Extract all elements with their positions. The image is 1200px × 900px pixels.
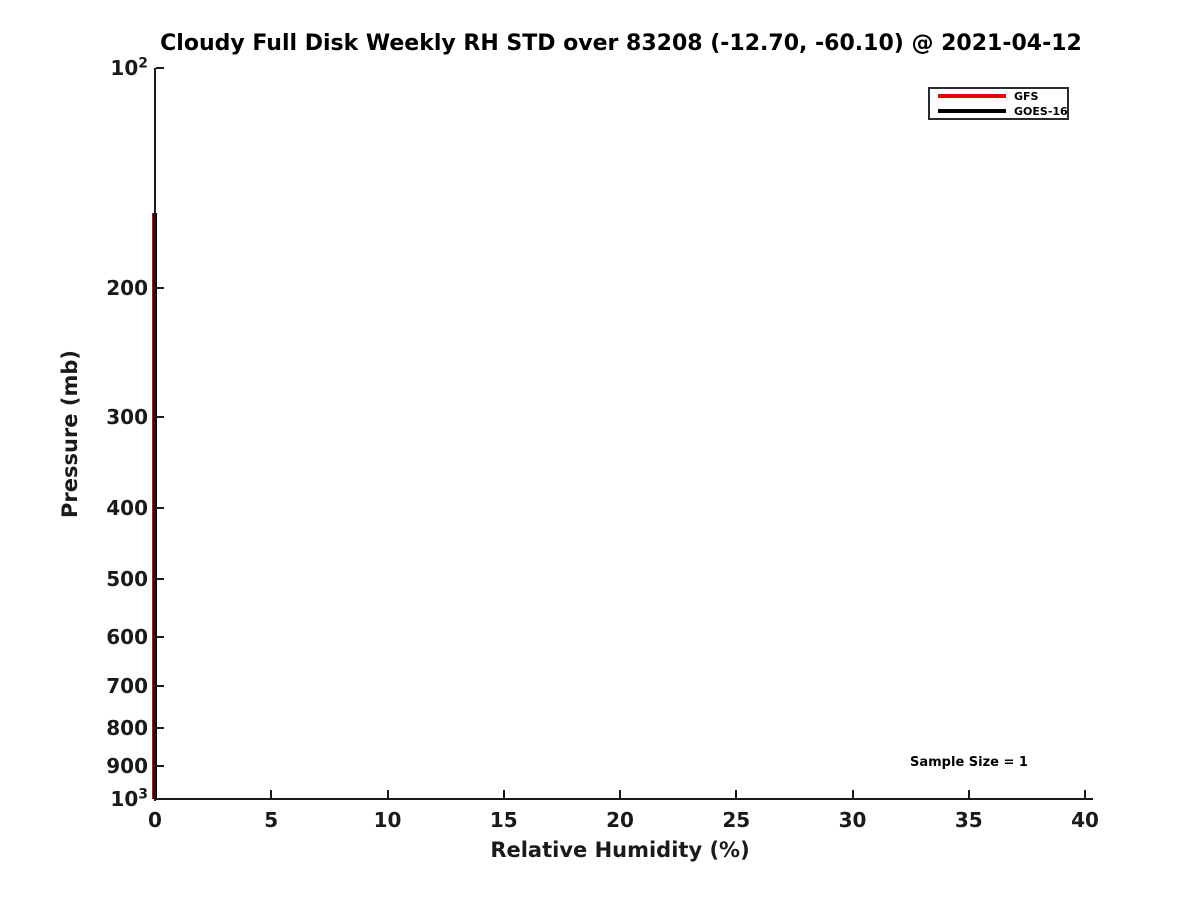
x-tick-label: 25 xyxy=(722,808,751,832)
y-tick-label: 600 xyxy=(106,624,148,649)
sample-size-annotation: Sample Size = 1 xyxy=(910,755,1028,770)
y-tick xyxy=(156,287,164,290)
x-tick-label: 10 xyxy=(373,808,402,832)
y-tick xyxy=(156,727,164,730)
x-tick xyxy=(735,790,738,798)
y-tick xyxy=(156,577,164,580)
legend-entry-goes16: GOES-16 xyxy=(938,106,1068,117)
x-tick xyxy=(502,790,505,798)
y-tick-label: 900 xyxy=(106,753,148,778)
x-axis-label: Relative Humidity (%) xyxy=(490,838,750,862)
x-tick xyxy=(386,790,389,798)
y-axis-spine xyxy=(154,68,156,801)
y-tick xyxy=(156,415,164,418)
y-tick xyxy=(156,798,164,800)
plot-area: 0 5 10 15 20 25 30 35 40 102 200 300 400 500 600 700 80… xyxy=(106,56,1099,832)
x-tick xyxy=(1084,790,1086,798)
y-tick-label: 103 xyxy=(110,786,148,811)
x-tick-label: 40 xyxy=(1071,808,1099,832)
x-tick-label: 30 xyxy=(838,808,867,832)
y-tick-label: 200 xyxy=(106,276,148,301)
y-tick-label: 500 xyxy=(106,566,148,591)
goes16-line-swatch xyxy=(938,109,1006,113)
x-tick xyxy=(270,790,273,798)
chart-title: Cloudy Full Disk Weekly RH STD over 8320… xyxy=(160,31,1082,56)
y-tick xyxy=(156,684,164,687)
x-tick-label: 35 xyxy=(954,808,983,832)
y-axis-label: Pressure (mb) xyxy=(58,350,82,518)
x-tick-label: 20 xyxy=(606,808,634,832)
y-tick-label: 400 xyxy=(106,496,148,521)
y-tick xyxy=(156,635,164,638)
y-tick-label: 700 xyxy=(106,673,148,698)
legend-entry-gfs: GFS xyxy=(938,91,1061,102)
x-tick xyxy=(967,790,970,798)
x-tick xyxy=(154,790,156,798)
x-tick xyxy=(619,790,621,798)
y-tick xyxy=(156,764,164,767)
y-tick-label: 300 xyxy=(106,404,148,429)
x-tick-label: 0 xyxy=(148,808,162,832)
x-tick-label: 5 xyxy=(264,808,279,832)
legend-label-goes16: GOES-16 xyxy=(1014,104,1068,118)
y-tick xyxy=(156,507,164,510)
legend: GFS GOES-16 xyxy=(928,87,1069,120)
x-axis-spine xyxy=(154,798,1093,800)
x-tick xyxy=(851,790,854,798)
gfs-line-swatch xyxy=(938,94,1006,98)
legend-label-gfs: GFS xyxy=(1014,89,1039,103)
y-tick xyxy=(156,67,164,69)
y-tick-label: 102 xyxy=(110,55,148,80)
x-tick-label: 15 xyxy=(489,808,518,832)
y-tick-label: 800 xyxy=(106,716,148,741)
